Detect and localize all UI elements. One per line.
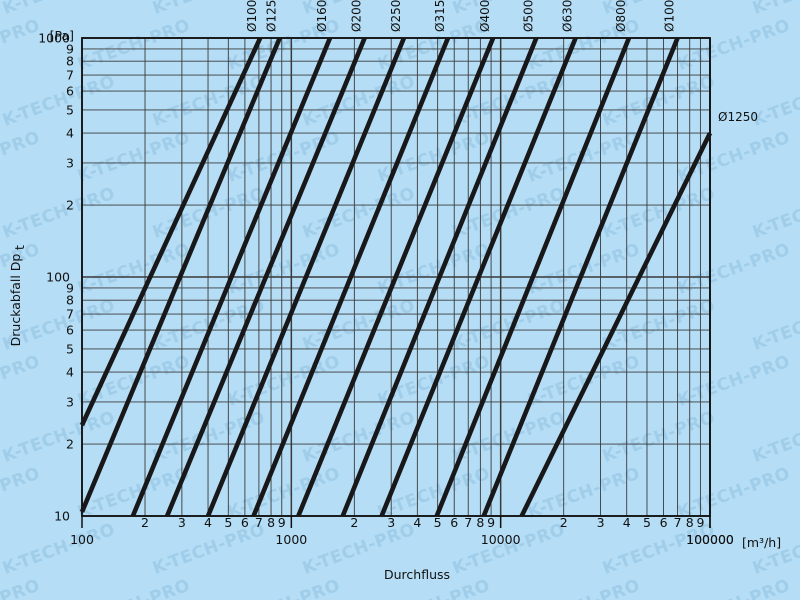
diameter-label-dia-630: Ø630 [561,0,575,32]
curve-dia-1000 [481,37,680,517]
y-minor-tick-label: 9 [66,41,74,56]
diameter-label-dia-250: Ø250 [389,0,403,32]
curve-dia-630 [379,37,578,517]
x-minor-tick-label: 6 [241,515,249,530]
y-major-tick-label: 10 [54,509,70,524]
y-minor-tick-label: 3 [66,155,74,170]
curve-dia-500 [340,37,539,517]
svg-text:Ø315: Ø315 [433,0,447,32]
curve-dia-160 [130,37,333,517]
svg-text:Ø400: Ø400 [478,0,492,32]
x-minor-tick-label: 8 [267,515,275,530]
y-major-tick-label: 1000 [38,31,70,46]
diameter-label-dia-500: Ø500 [521,0,535,32]
x-minor-tick-label: 9 [278,515,286,530]
y-axis-title-group: Druckabfall Dp t [8,245,27,346]
y-minor-tick-label: 8 [66,54,74,69]
y-minor-tick-label: 7 [66,307,74,322]
x-minor-tick-label: 5 [434,515,442,530]
svg-text:Ø250: Ø250 [389,0,403,32]
curve-dia-125 [79,37,282,513]
x-minor-tick-label: 9 [487,515,495,530]
x-minor-tick-label: 7 [464,515,472,530]
curve-dia-315 [251,37,451,517]
diameter-label-dia-1250: Ø1250 [718,110,758,124]
x-minor-tick-label: 6 [660,515,668,530]
x-major-tick-label: 100 [70,532,94,547]
y-axis-title: Druckabfall Dp [8,254,23,347]
y-axis-unit: [Pa] [50,28,74,43]
svg-text:Ø500: Ø500 [521,0,535,32]
x-major-tick-label: 100000 [686,532,734,547]
svg-text:Ø200: Ø200 [350,0,364,32]
x-minor-tick-label: 4 [204,515,212,530]
x-minor-tick-label: 2 [141,515,149,530]
svg-text:Ø630: Ø630 [561,0,575,32]
x-minor-tick-label: 5 [224,515,232,530]
x-minor-tick-label: 5 [643,515,651,530]
x-minor-tick-label: 7 [255,515,263,530]
diameter-labels: Ø100 Ø125 Ø160 Ø200 Ø250 Ø315 Ø400 Ø500 Ø630 Ø800… [245,0,758,124]
svg-text:Ø1000: Ø1000 [663,0,677,32]
y-minor-tick-label: 5 [66,341,74,356]
x-major-tick-label: 100000 [686,532,734,547]
y-minor-tick-label: 4 [66,365,74,380]
svg-text:Ø125: Ø125 [265,0,279,32]
y-minor-tick-label: 2 [66,437,74,452]
svg-text:Ø160: Ø160 [315,0,329,32]
x-minor-tick-label: 3 [597,515,605,530]
x-minor-tick-label: 8 [686,515,694,530]
curve-dia-100 [79,37,263,427]
x-minor-tick-label: 9 [696,515,704,530]
diameter-label-dia-200: Ø200 [350,0,364,32]
y-axis-title-subscript: t [12,245,27,250]
x-minor-tick-label: 7 [674,515,682,530]
x-minor-tick-label: 3 [387,515,395,530]
x-axis-title: Durchfluss [384,567,450,582]
x-minor-tick-label: 8 [476,515,484,530]
curve-dia-250 [205,37,407,517]
y-major-tick-label: 100 [46,270,70,285]
x-major-tick-label: 1000 [275,532,307,547]
curve-dia-1250 [519,132,713,518]
x-minor-tick-label: 2 [350,515,358,530]
diameter-label-dia-100: Ø100 [245,0,259,32]
x-minor-tick-label: 2 [560,515,568,530]
plot-frame [81,37,711,517]
x-minor-tick-label: 4 [623,515,631,530]
diameter-label-dia-125: Ø125 [265,0,279,32]
y-minor-tick-label: 8 [66,293,74,308]
diameter-label-dia-315: Ø315 [433,0,447,32]
diameter-label-dia-160: Ø160 [315,0,329,32]
curve-dia-400 [296,37,496,517]
diameter-label-dia-1000: Ø1000 [663,0,677,32]
x-minor-tick-label: 3 [178,515,186,530]
duct-diameter-curves [79,37,713,518]
diameter-label-dia-800: Ø800 [614,0,628,32]
y-minor-tick-label: 4 [66,126,74,141]
x-minor-tick-label: 4 [413,515,421,530]
svg-text:Ø800: Ø800 [614,0,628,32]
x-axis-unit: [m³/h] [742,535,781,550]
svg-text:Ø100: Ø100 [245,0,259,32]
curve-dia-800 [434,37,632,517]
y-minor-tick-label: 9 [66,280,74,295]
y-minor-tick-label: 6 [66,323,74,338]
y-minor-tick-label: 3 [66,394,74,409]
x-minor-tick-label: 6 [450,515,458,530]
x-major-tick-label: 10000 [481,532,521,547]
y-minor-tick-label: 6 [66,84,74,99]
y-minor-tick-label: 7 [66,68,74,83]
y-minor-tick-label: 2 [66,198,74,213]
diameter-label-dia-400: Ø400 [478,0,492,32]
curve-dia-200 [164,37,367,517]
y-minor-tick-label: 5 [66,102,74,117]
